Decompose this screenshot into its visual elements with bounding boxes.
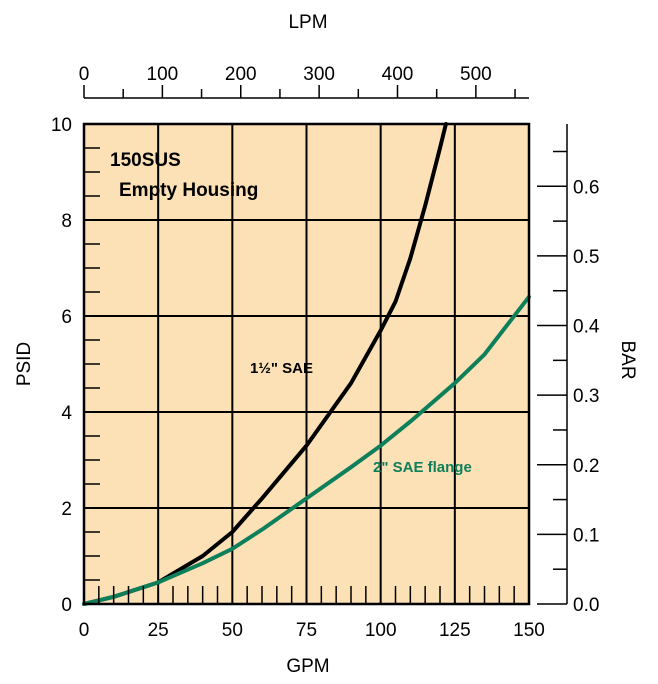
x-tick-label: 125	[439, 620, 471, 641]
right-axis-title: BAR	[617, 340, 638, 379]
x-tick-label: 25	[148, 620, 169, 641]
y-tick-label: 10	[51, 115, 72, 136]
x-tick-label: 150	[513, 620, 545, 641]
x-tick-label: 75	[296, 620, 317, 641]
right-tick-label: 0.5	[573, 247, 599, 268]
x-tick-label: 100	[365, 620, 397, 641]
y-tick-label: 2	[61, 499, 72, 520]
series-layer	[82, 122, 531, 606]
top-tick-label: 300	[303, 64, 335, 85]
y-tick-label: 0	[61, 595, 72, 616]
right-tick-label: 0.2	[573, 456, 599, 477]
right-tick-label: 0.1	[573, 525, 599, 546]
top-tick-label: 500	[460, 64, 492, 85]
y-axis-title: PSID	[14, 342, 35, 386]
series-label-1-5-sae: 1½" SAE	[250, 360, 313, 377]
chart-title: 150SUS	[110, 150, 181, 171]
right-tick-label: 0.4	[573, 317, 600, 338]
grid-layer	[84, 124, 529, 604]
y-tick-label: 4	[61, 403, 72, 424]
series-line-2	[82, 294, 531, 606]
top-tick-label: 0	[79, 64, 90, 85]
y-tick-label: 6	[61, 307, 72, 328]
series-label-2-sae-flange: 2" SAE flange	[373, 459, 472, 476]
top-tick-label: 200	[225, 64, 257, 85]
top-axis-title: LPM	[288, 12, 327, 33]
right-tick-label: 0.0	[573, 595, 599, 616]
right-tick-label: 0.3	[573, 386, 599, 407]
right-tick-label: 0.6	[573, 177, 599, 198]
y-tick-label: 8	[61, 211, 72, 232]
x-axis-title: GPM	[286, 656, 329, 677]
x-tick-label: 0	[79, 620, 90, 641]
top-tick-label: 100	[147, 64, 179, 85]
chart-subtitle: Empty Housing	[119, 180, 258, 201]
x-tick-label: 50	[222, 620, 243, 641]
top-tick-label: 400	[382, 64, 414, 85]
